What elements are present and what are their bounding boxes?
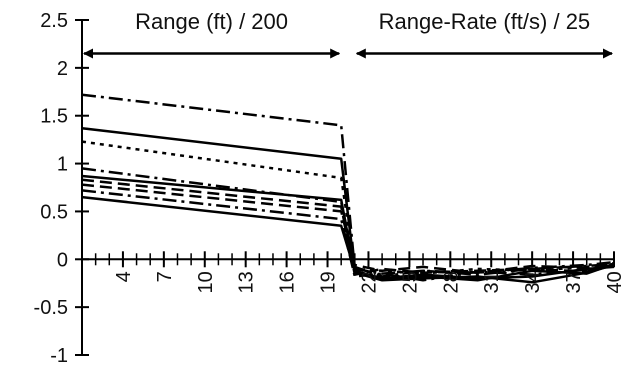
- y-tick-label: 0.5: [40, 201, 68, 223]
- x-tick-label: 22: [358, 271, 380, 293]
- y-tick-label: -1: [50, 345, 68, 367]
- x-tick-label: 13: [236, 271, 258, 293]
- y-tick-label: -0.5: [34, 297, 68, 319]
- axes-layer: [81, 20, 614, 355]
- annotation-label-2: Range-Rate (ft/s) / 25: [379, 9, 591, 34]
- x-tick-label: 19: [318, 271, 340, 293]
- series-line-1: [81, 93, 615, 275]
- annotation-label-1: Range (ft) / 200: [135, 9, 288, 34]
- ticks-layer: -1 -0.5 0 0.5 1 1.5 2 2.5 4 7 10 13 16 19 22 25 28 31 34 37…: [34, 10, 625, 367]
- series-layer: [81, 93, 615, 284]
- x-tick-label: 34: [522, 271, 544, 293]
- series-line-7: [81, 183, 615, 274]
- y-tick-label: 2.5: [40, 10, 68, 32]
- x-tick-label: 28: [440, 271, 462, 293]
- x-tick-label: 40: [604, 271, 625, 293]
- x-tick-label: 16: [277, 271, 299, 293]
- y-tick-label: 1.5: [40, 106, 68, 128]
- series-line-2: [81, 126, 615, 282]
- annotation-layer: Range (ft) / 200 Range-Rate (ft/s) / 25: [83, 9, 613, 59]
- series-line-9: [81, 195, 615, 280]
- x-tick-label: 25: [399, 271, 421, 293]
- x-tick-label: 4: [113, 271, 135, 282]
- y-tick-label: 0: [57, 249, 68, 271]
- x-tick-label: 10: [195, 271, 217, 293]
- x-tick-label: 31: [481, 271, 503, 293]
- x-tick-label: 7: [154, 271, 176, 282]
- y-tick-label: 1: [57, 154, 68, 176]
- y-tick-label: 2: [57, 58, 68, 80]
- x-tick-label: 37: [563, 271, 585, 293]
